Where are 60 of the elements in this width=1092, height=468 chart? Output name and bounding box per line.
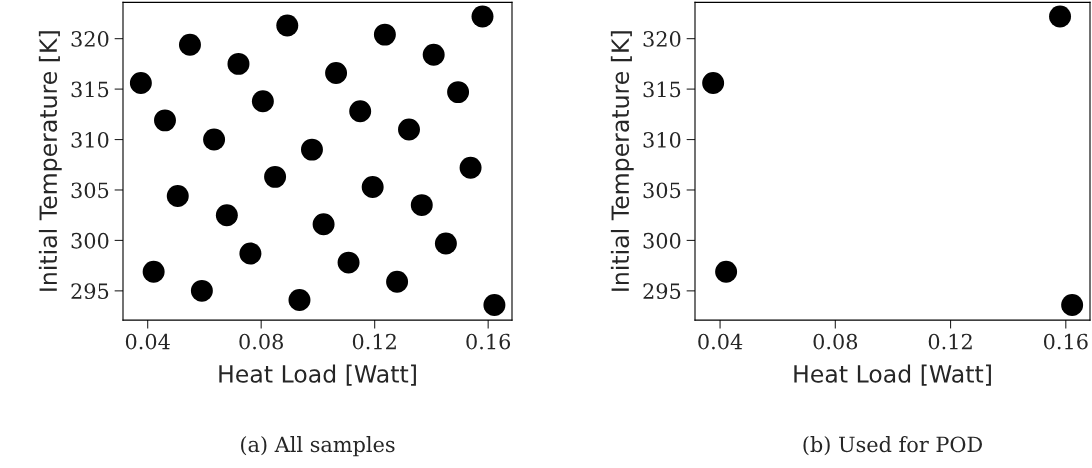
y-tick-label: 300 xyxy=(643,232,681,249)
x-tick-label: 0.04 xyxy=(125,333,170,350)
y-tick-label: 305 xyxy=(643,182,681,199)
y-tick-label: 315 xyxy=(643,81,681,98)
point xyxy=(227,52,250,75)
point xyxy=(459,156,482,179)
point xyxy=(422,43,445,66)
point xyxy=(129,72,152,95)
y-tick-label: 305 xyxy=(71,182,109,199)
point xyxy=(288,288,311,311)
y-tick-label: 295 xyxy=(643,283,681,300)
point xyxy=(386,270,409,293)
point xyxy=(471,5,494,28)
point xyxy=(447,81,470,104)
point xyxy=(398,118,420,141)
point xyxy=(337,251,360,274)
point xyxy=(1061,294,1084,316)
y-tick-label: 315 xyxy=(71,81,109,98)
point xyxy=(1049,5,1072,28)
y-tick-label: 310 xyxy=(71,131,109,148)
point xyxy=(276,14,299,37)
point xyxy=(251,90,274,113)
y-tick-label: 320 xyxy=(71,31,109,47)
x-tick-label: 0.16 xyxy=(1043,333,1088,350)
y-tick-label: 320 xyxy=(643,31,681,47)
x-tick-label: 0.12 xyxy=(352,333,396,350)
x-tick-label: 0.08 xyxy=(239,333,283,350)
point xyxy=(300,138,323,161)
x-axis-title: Heat Load [Watt] xyxy=(794,364,991,386)
point xyxy=(715,260,738,283)
y-tick-label: 300 xyxy=(71,232,109,249)
x-tick-label: 0.16 xyxy=(466,333,511,350)
point xyxy=(239,242,262,265)
text: (b) Used for POD xyxy=(803,436,982,456)
y-tick-label: 295 xyxy=(71,283,109,300)
x-tick-label: 0.08 xyxy=(813,333,858,350)
point xyxy=(190,279,213,302)
point xyxy=(702,72,725,95)
x-tick-label: 0.04 xyxy=(698,333,743,350)
point xyxy=(483,294,506,316)
point xyxy=(361,175,384,198)
point xyxy=(349,100,372,123)
x-axis-title: Heat Load [Watt] xyxy=(219,364,416,386)
point xyxy=(178,33,201,56)
point xyxy=(434,232,457,255)
point xyxy=(142,260,165,283)
point xyxy=(215,204,238,227)
x-tick-label: 0.12 xyxy=(928,333,972,350)
point xyxy=(312,213,335,236)
point xyxy=(154,109,176,132)
y-axis-title: Initial Temperature [K] xyxy=(610,31,634,291)
point xyxy=(203,128,226,151)
point xyxy=(166,185,189,208)
point xyxy=(264,165,287,188)
y-tick-label: 310 xyxy=(643,131,681,148)
text: (a) All samples xyxy=(241,436,395,457)
point xyxy=(373,23,396,46)
y-axis-title: Initial Temperature [K] xyxy=(38,31,62,291)
point xyxy=(410,194,433,217)
point xyxy=(325,61,348,84)
